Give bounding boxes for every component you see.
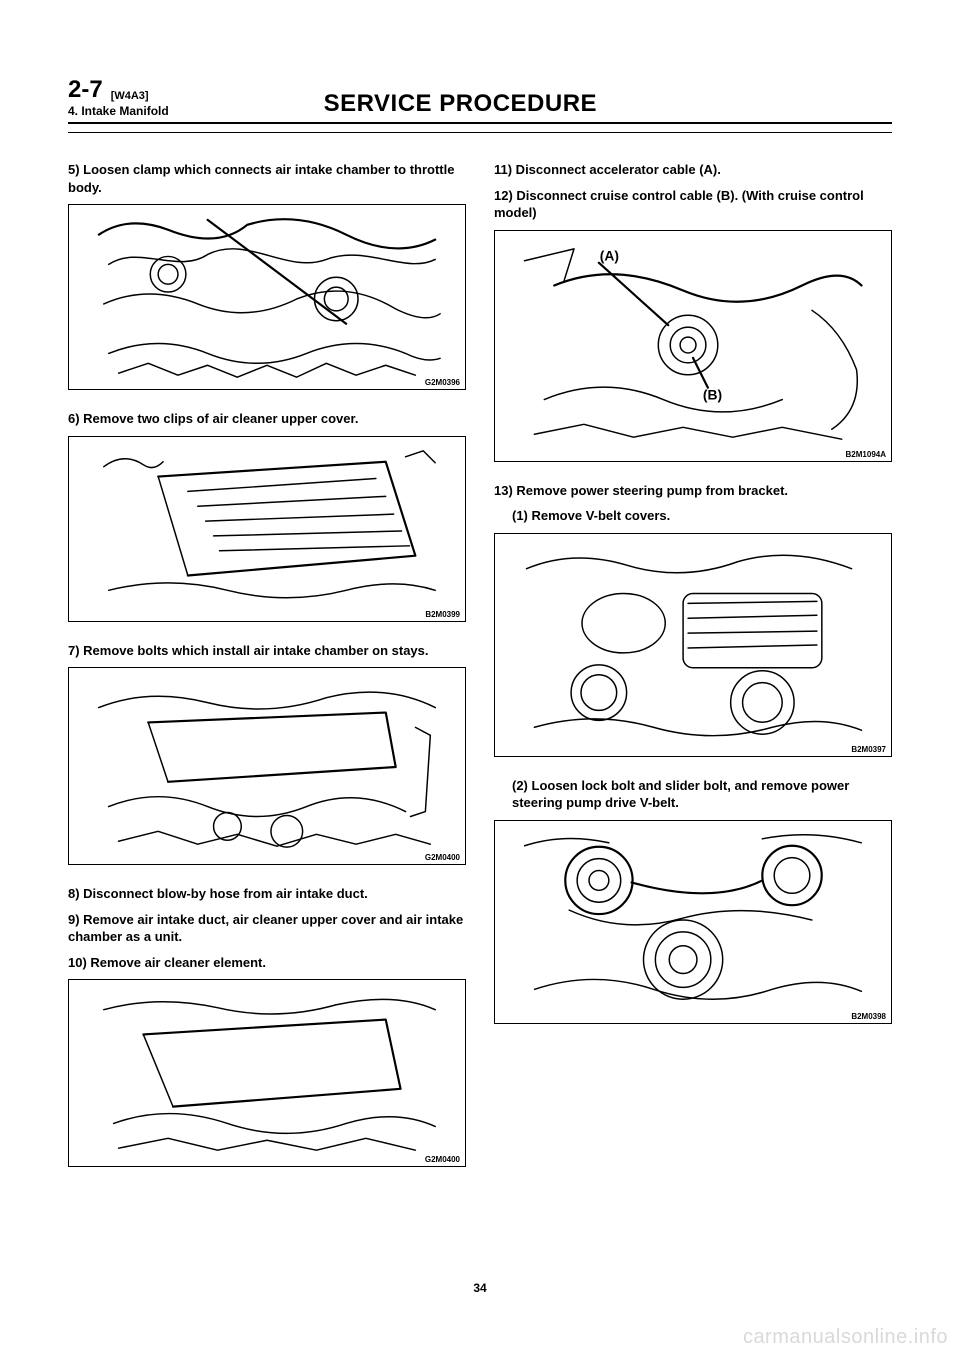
step-8: 8) Disconnect blow-by hose from air inta… <box>68 885 466 903</box>
figure-code: B2M0399 <box>424 610 461 619</box>
step-13: 13) Remove power steering pump from brac… <box>494 482 892 500</box>
figure-step13b: B2M0398 <box>494 820 892 1024</box>
step-7: 7) Remove bolts which install air intake… <box>68 642 466 660</box>
figure-code: G2M0396 <box>424 378 461 387</box>
header-underline <box>68 132 892 133</box>
substep-13-2: (2) Loosen lock bolt and slider bolt, an… <box>512 777 892 812</box>
figure-code: G2M0400 <box>424 1155 461 1164</box>
figure-step12: (A) (B) B2M1094A <box>494 230 892 462</box>
step-10: 10) Remove air cleaner element. <box>68 954 466 972</box>
page-number: 34 <box>0 1281 960 1295</box>
figure-step5: G2M0396 <box>68 204 466 390</box>
figure-label-b: (B) <box>703 386 722 402</box>
step-11: 11) Disconnect accelerator cable (A). <box>494 161 892 179</box>
right-column: 11) Disconnect accelerator cable (A). 12… <box>494 161 892 1187</box>
figure-code: G2M0400 <box>424 853 461 862</box>
step-6: 6) Remove two clips of air cleaner upper… <box>68 410 466 428</box>
figure-code: B2M0397 <box>850 745 887 754</box>
step-9: 9) Remove air intake duct, air cleaner u… <box>68 911 466 946</box>
left-column: 5) Loosen clamp which connects air intak… <box>68 161 466 1187</box>
figure-step7: G2M0400 <box>68 667 466 865</box>
page-title: SERVICE PROCEDURE <box>29 90 892 118</box>
substep-13-1: (1) Remove V-belt covers. <box>512 507 892 525</box>
figure-step10: G2M0400 <box>68 979 466 1167</box>
figure-code: B2M1094A <box>845 450 887 459</box>
step-12: 12) Disconnect cruise control cable (B).… <box>494 187 892 222</box>
watermark: carmanualsonline.info <box>743 1326 948 1349</box>
step-5: 5) Loosen clamp which connects air intak… <box>68 161 466 196</box>
header: 2-7 [W4A3] 4. Intake Manifold SERVICE PR… <box>68 78 892 124</box>
figure-step13a: B2M0397 <box>494 533 892 757</box>
figure-step6: B2M0399 <box>68 436 466 622</box>
figure-label-a: (A) <box>600 247 619 263</box>
figure-code: B2M0398 <box>850 1012 887 1021</box>
